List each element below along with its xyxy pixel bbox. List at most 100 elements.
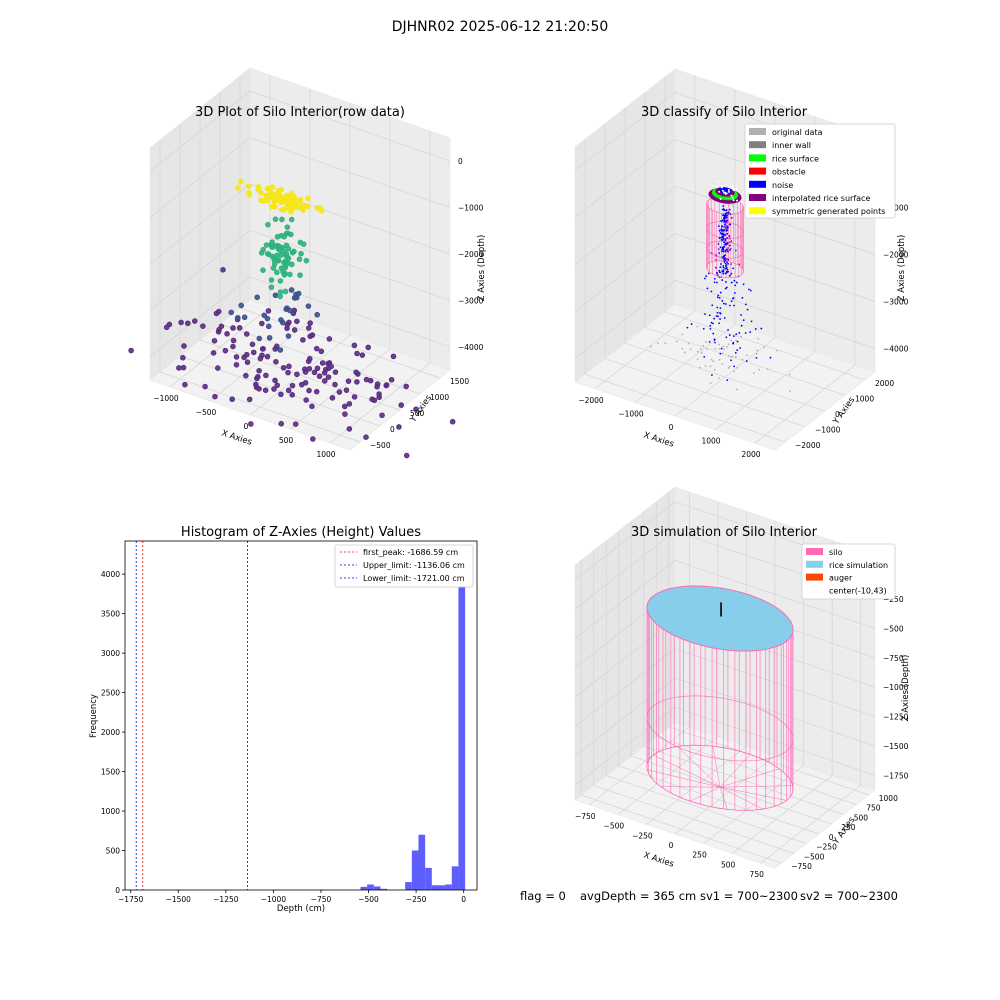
data-point [238,302,245,309]
noise-point [725,281,727,283]
legend-swatch [749,167,766,175]
noise-point [718,296,721,299]
data-point [369,396,375,403]
data-point [303,397,309,403]
data-point [268,277,275,283]
original-point [710,358,713,361]
data-point [449,418,456,425]
footer-sv1: sv1 = 700~2300 [700,889,798,903]
grid-z [574,280,676,359]
original-point [755,352,758,355]
original-point [727,343,730,346]
noise-point [754,328,757,330]
original-point [704,365,707,367]
data-point [264,353,271,360]
noise-point [719,263,722,265]
noise-point [734,284,737,287]
z-axis-label: Z Axies (Depth) [897,235,907,302]
data-point [307,320,313,326]
original-point [730,356,732,358]
original-point [681,347,684,350]
noise-point [726,211,728,214]
noise-point [716,281,718,284]
legend-label: obstacle [772,168,806,177]
footer-sv2: sv2 = 700~2300 [800,889,898,903]
data-point [264,315,271,322]
y-tick-label: −500 [804,852,825,861]
x-tick-label: −1000 [153,394,179,403]
noise-point [730,216,733,219]
noise-point [733,292,736,294]
noise-point [723,233,726,236]
grid-y [593,785,794,854]
legend-swatch [749,128,766,135]
original-point [721,363,724,365]
data-point [322,366,329,373]
data-point [254,294,260,301]
data-point [287,201,293,207]
data-point [178,319,184,326]
grid-z [149,137,251,218]
data-point [296,256,303,263]
noise-point [727,262,729,265]
plot-title: 3D Plot of Silo Interior(row data) [195,105,405,120]
noise-point [723,317,726,319]
noise-point [710,321,713,324]
noise-point [725,220,727,222]
symmetric-point [717,180,720,183]
noise-point [715,315,718,317]
noise-point [744,303,747,306]
z-tick-label: −2000 [458,250,484,259]
data-point [246,396,253,403]
data-point [275,187,282,194]
noise-point [725,271,728,274]
symmetric-point [718,190,721,193]
data-point [341,403,348,410]
x-tick-label: −1750 [118,895,144,904]
silo-cone [719,785,793,788]
noise-point [719,291,722,294]
noise-point [728,244,731,247]
data-point [288,216,295,223]
data-point [325,360,331,367]
data-point [230,343,236,350]
plot-title: 3D simulation of Silo Interior [631,525,818,540]
noise-point [734,351,737,354]
y-tick-label: 500 [410,409,425,418]
data-point [285,333,292,339]
grid-z [574,530,676,610]
noise-point [741,296,744,299]
data-point [290,310,297,317]
y-tick-label: 1000 [430,393,449,402]
grid-y [584,373,786,443]
data-point [374,381,381,387]
original-point [681,333,684,336]
original-point [758,368,761,371]
legend-label: auger [829,574,853,583]
data-point [281,260,287,266]
data-point [277,347,284,353]
data-point [291,327,298,333]
data-point [282,288,289,295]
original-point [757,337,760,340]
original-point [664,342,667,345]
hist-bar [458,558,466,890]
noise-point [711,304,714,307]
x-tick-label: −1250 [213,895,239,904]
noise-point [723,219,726,222]
noise-point [686,326,689,329]
noise-point [749,289,752,292]
data-point [233,354,240,360]
original-point [698,366,701,369]
original-point [752,372,755,375]
symmetric-point [730,194,733,197]
noise-point [718,252,721,254]
z-tick-label: −1750 [883,771,909,780]
silo-ring [706,221,744,240]
grid-z [574,618,676,698]
data-point [413,406,419,413]
x-tick-label: 250 [692,851,707,860]
noise-point [730,359,733,362]
grid-x [589,726,690,806]
data-point [277,289,284,295]
